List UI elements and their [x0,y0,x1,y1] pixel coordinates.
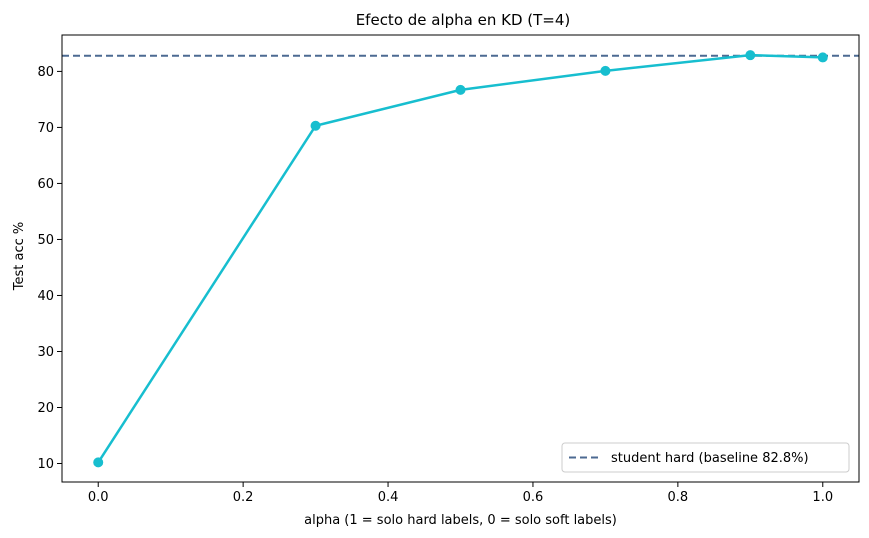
plot-area: 0.0 0.2 0.4 0.6 0.8 1.0 10 20 30 40 50 60 70 80 [37,34,860,505]
y-tick-label: 30 [37,345,54,360]
legend: student hard (baseline 82.8%) [561,442,850,473]
y-axis-label: Test acc % [12,222,27,291]
y-tick-label: 10 [37,457,54,472]
data-point [600,65,611,76]
x-tick-label: 0.6 [523,490,544,505]
y-tick-label: 60 [37,177,54,192]
x-tick-label: 1.0 [812,490,833,505]
data-point [310,120,321,131]
y-tick-label: 70 [37,121,54,136]
x-tick-label: 0.4 [378,490,399,505]
axes-frame [61,34,860,483]
y-tick-label: 50 [37,233,54,248]
data-point [817,52,828,63]
y-tick-label: 40 [37,289,54,304]
x-axis-label: alpha (1 = solo hard labels, 0 = solo so… [304,513,617,528]
data-point [93,457,104,468]
legend-baseline-label: student hard (baseline 82.8%) [611,451,809,466]
x-tick-label: 0.0 [88,490,109,505]
y-tick-label: 20 [37,401,54,416]
data-point [745,50,756,61]
chart-title: Efecto de alpha en KD (T=4) [356,11,571,29]
x-tick-label: 0.8 [668,490,689,505]
series-line [97,53,823,464]
y-tick-label: 80 [37,65,54,80]
legend-box [561,442,850,473]
data-point [455,84,466,95]
x-tick-label: 0.2 [233,490,254,505]
